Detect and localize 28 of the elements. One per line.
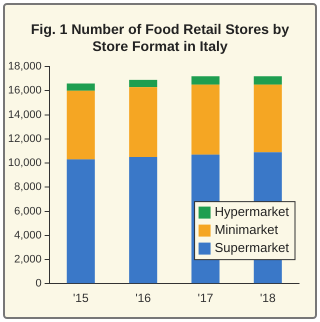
- legend-label: Supermarket: [214, 240, 290, 256]
- y-tick-label: 14,000: [8, 108, 42, 121]
- x-tick-label: '16: [135, 291, 152, 306]
- y-tick-label: 2,000: [14, 254, 42, 266]
- bar: [66, 159, 95, 284]
- bar: [191, 84, 220, 155]
- legend-label: Hypermarket: [214, 204, 290, 220]
- bar: [254, 84, 282, 152]
- x-tick-label: '17: [198, 291, 214, 306]
- y-tick-label: 6,000: [14, 205, 42, 218]
- chart-title: Fig. 1 Number of Food Retail Stores by Store Format in Italy: [30, 21, 290, 55]
- y-tick-label: 16,000: [8, 84, 42, 97]
- y-tick-label: 8,000: [14, 181, 42, 194]
- bar: [129, 157, 158, 284]
- y-tick-label: 0: [36, 278, 42, 290]
- bar: [129, 87, 158, 158]
- bar: [254, 76, 282, 85]
- bar: [191, 76, 220, 85]
- y-tick-label: 18,000: [8, 60, 42, 73]
- legend-label: Minimarket: [214, 222, 279, 238]
- x-tick-label: '15: [72, 291, 89, 306]
- x-tick-label: '18: [260, 291, 276, 306]
- y-tick-label: 4,000: [14, 229, 42, 242]
- y-tick-label: 10,000: [8, 157, 42, 170]
- bar: [66, 83, 95, 91]
- bar: [129, 80, 158, 88]
- y-tick-label: 12,000: [8, 132, 42, 145]
- bar: [66, 90, 95, 160]
